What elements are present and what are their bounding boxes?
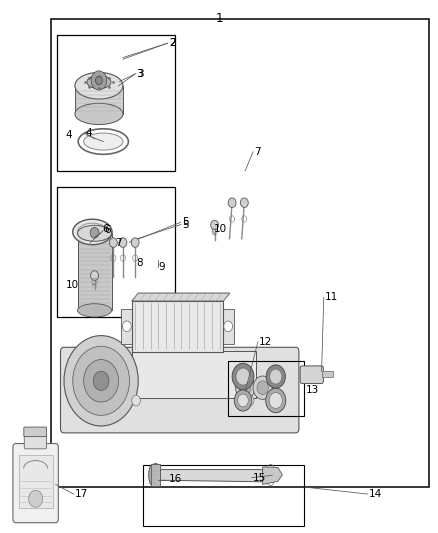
Text: 10: 10 bbox=[214, 224, 227, 235]
Circle shape bbox=[228, 198, 236, 207]
Text: 7: 7 bbox=[115, 238, 122, 247]
Circle shape bbox=[84, 360, 119, 402]
Text: 1: 1 bbox=[215, 12, 223, 26]
Polygon shape bbox=[263, 467, 283, 484]
Circle shape bbox=[110, 238, 117, 247]
Text: 5: 5 bbox=[182, 220, 189, 230]
Circle shape bbox=[64, 336, 138, 426]
Circle shape bbox=[270, 369, 282, 384]
Circle shape bbox=[95, 76, 102, 85]
Text: 16: 16 bbox=[168, 474, 182, 484]
Bar bbox=[321, 370, 332, 377]
Text: 9: 9 bbox=[159, 262, 166, 271]
Bar bbox=[18, 455, 53, 508]
FancyBboxPatch shape bbox=[24, 434, 46, 449]
Circle shape bbox=[269, 392, 283, 408]
Circle shape bbox=[90, 228, 99, 238]
Circle shape bbox=[266, 365, 286, 388]
Bar bbox=[51, 19, 428, 487]
Circle shape bbox=[236, 368, 250, 385]
Bar bbox=[57, 187, 175, 317]
Circle shape bbox=[93, 371, 109, 390]
Ellipse shape bbox=[78, 225, 112, 241]
Circle shape bbox=[245, 395, 254, 406]
Text: 6: 6 bbox=[102, 224, 109, 235]
Text: 17: 17 bbox=[75, 489, 88, 499]
Ellipse shape bbox=[84, 133, 123, 150]
Circle shape bbox=[240, 381, 251, 394]
Circle shape bbox=[119, 238, 127, 247]
Bar bbox=[78, 233, 112, 310]
Circle shape bbox=[232, 364, 254, 390]
Circle shape bbox=[132, 395, 141, 406]
Circle shape bbox=[240, 198, 248, 207]
Circle shape bbox=[28, 490, 42, 507]
Text: 4: 4 bbox=[65, 130, 72, 140]
Ellipse shape bbox=[149, 464, 156, 486]
Text: 8: 8 bbox=[136, 259, 143, 268]
Circle shape bbox=[211, 220, 219, 230]
Circle shape bbox=[236, 376, 255, 399]
Ellipse shape bbox=[78, 304, 112, 317]
Bar bbox=[132, 301, 223, 352]
Ellipse shape bbox=[75, 103, 123, 125]
Text: 2: 2 bbox=[169, 38, 175, 48]
Ellipse shape bbox=[87, 75, 111, 88]
Polygon shape bbox=[160, 470, 263, 482]
Circle shape bbox=[224, 321, 233, 332]
Text: 3: 3 bbox=[137, 69, 144, 78]
FancyBboxPatch shape bbox=[13, 443, 58, 523]
Circle shape bbox=[131, 238, 139, 247]
Polygon shape bbox=[151, 464, 160, 486]
Text: 6: 6 bbox=[105, 225, 111, 236]
Bar bbox=[121, 309, 133, 344]
Bar bbox=[228, 361, 304, 416]
Text: 5: 5 bbox=[182, 217, 188, 228]
Text: 4: 4 bbox=[86, 127, 92, 138]
FancyBboxPatch shape bbox=[24, 427, 46, 437]
Bar bbox=[132, 351, 256, 398]
Text: 2: 2 bbox=[169, 38, 175, 48]
Ellipse shape bbox=[75, 72, 123, 99]
Text: 15: 15 bbox=[253, 473, 266, 482]
Text: 7: 7 bbox=[254, 147, 261, 157]
Text: 14: 14 bbox=[368, 489, 381, 499]
Text: 11: 11 bbox=[325, 292, 338, 302]
Circle shape bbox=[253, 376, 272, 399]
Circle shape bbox=[91, 271, 99, 280]
FancyBboxPatch shape bbox=[60, 348, 299, 433]
Bar bbox=[222, 309, 234, 344]
Circle shape bbox=[266, 388, 286, 413]
Circle shape bbox=[123, 321, 131, 332]
Text: 13: 13 bbox=[305, 385, 319, 395]
Circle shape bbox=[91, 71, 107, 90]
Ellipse shape bbox=[151, 463, 160, 487]
Circle shape bbox=[73, 346, 130, 415]
Circle shape bbox=[257, 381, 268, 394]
Circle shape bbox=[234, 390, 252, 411]
Polygon shape bbox=[132, 293, 230, 301]
Bar bbox=[143, 465, 304, 526]
FancyBboxPatch shape bbox=[300, 366, 323, 383]
Bar bbox=[75, 86, 123, 114]
Text: 3: 3 bbox=[136, 69, 143, 79]
Bar bbox=[57, 35, 175, 171]
Ellipse shape bbox=[73, 219, 112, 245]
Text: 10: 10 bbox=[66, 280, 79, 290]
Text: 12: 12 bbox=[259, 337, 272, 347]
Circle shape bbox=[238, 394, 248, 407]
